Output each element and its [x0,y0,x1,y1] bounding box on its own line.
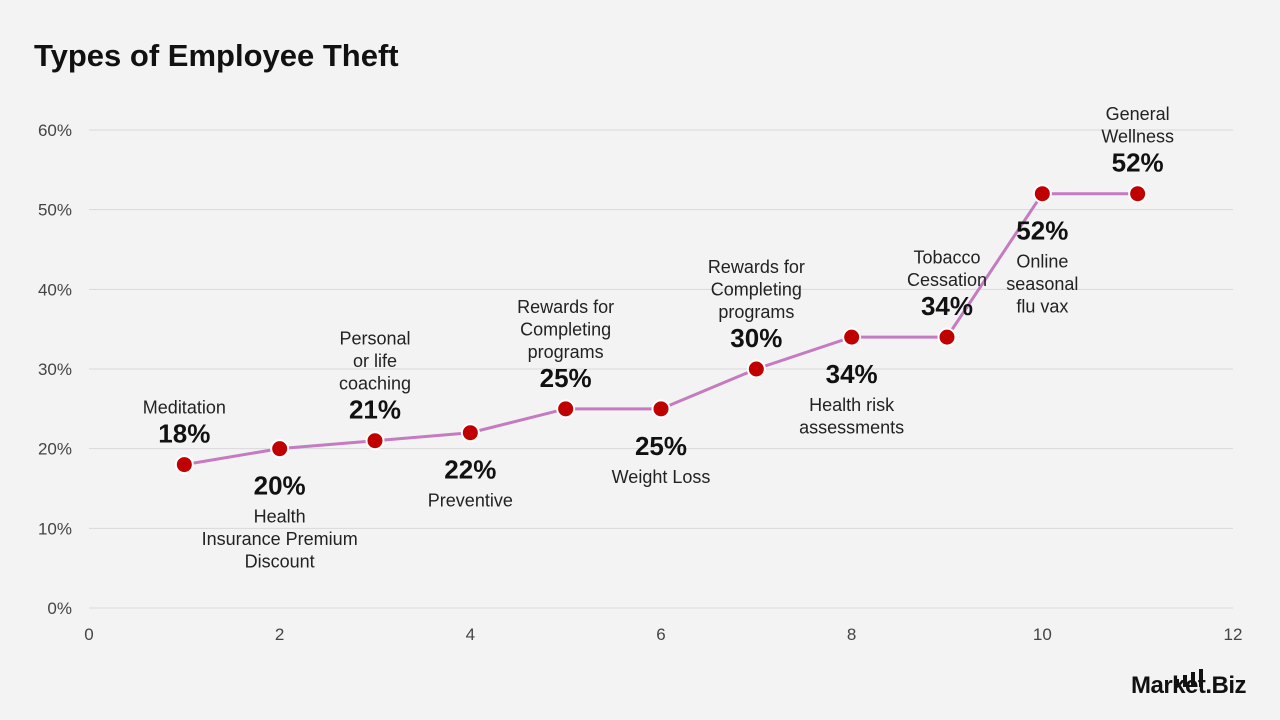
data-category-label: General Wellness [1101,104,1174,147]
data-label: 18%Meditation [143,398,226,449]
data-point-marker [937,327,957,347]
x-tick-label: 6 [656,625,665,644]
data-value-label: 52% [1016,216,1068,246]
data-category-label: Rewards for Completing programs [517,297,614,362]
data-value-label: 34% [921,291,973,321]
data-labels: 18%Meditation 20% Health Insurance Premium D… [143,104,1174,571]
data-label: 52% Online seasonal flu vax [1006,216,1078,317]
data-value-label: 52% [1112,148,1164,178]
x-tick-label: 0 [84,625,93,644]
y-tick-label: 50% [38,201,72,220]
data-markers [174,184,1148,475]
data-point-marker [174,455,194,475]
data-value-label: 18% [158,419,210,449]
data-point-marker [365,431,385,451]
chart-title: Types of Employee Theft [34,38,399,73]
x-axis-ticks: 0 2 4 6 8 10 12 [84,625,1242,644]
market-biz-logo: Market.Biz [1131,672,1247,699]
data-category-label: Personal or life coaching [339,329,411,394]
series-line [184,192,1138,467]
data-value-label: 34% [826,359,878,389]
data-point-marker [746,359,766,379]
data-value-label: 20% [254,471,306,501]
data-point-marker [270,439,290,459]
data-point-marker [1032,184,1052,204]
data-value-label: 30% [730,323,782,353]
data-category-label: Meditation [143,398,226,418]
data-category-label: Tobacco Cessation [907,248,987,291]
data-label: 21%Personal or life coaching [339,329,411,425]
x-tick-label: 10 [1033,625,1052,644]
data-label: 22% Preventive [428,455,513,511]
data-category-label: Weight Loss [612,467,711,487]
x-tick-label: 8 [847,625,856,644]
data-point-marker [651,399,671,419]
data-category-label: Health Insurance Premium Discount [202,507,358,572]
data-category-label: Online seasonal flu vax [1006,252,1078,317]
data-label: 34% Health risk assessments [799,359,904,438]
data-point-marker [556,399,576,419]
data-point-marker [842,327,862,347]
x-tick-label: 2 [275,625,284,644]
data-label: 25%Rewards for Completing programs [517,297,614,393]
y-tick-label: 20% [38,440,72,459]
data-label: 25% Weight Loss [612,431,711,487]
y-axis-ticks: 0% 10% 20% 30% 40% 50% 60% [38,121,72,618]
y-tick-label: 30% [38,360,72,379]
x-tick-label: 12 [1224,625,1243,644]
y-tick-label: 0% [47,599,72,618]
data-label: 52%General Wellness [1101,104,1174,178]
data-category-label: Rewards for Completing programs [708,257,805,322]
data-value-label: 22% [444,455,496,485]
data-point-marker [1128,184,1148,204]
y-tick-label: 40% [38,280,72,299]
y-tick-label: 10% [38,519,72,538]
data-category-label: Preventive [428,491,513,511]
data-label: 34%Tobacco Cessation [907,248,987,322]
logo-bars-icon [1175,669,1203,687]
data-point-marker [460,423,480,443]
data-value-label: 25% [635,431,687,461]
data-category-label: Health risk assessments [799,395,904,438]
data-value-label: 21% [349,395,401,425]
x-tick-label: 4 [466,625,475,644]
data-label: 30%Rewards for Completing programs [708,257,805,353]
data-value-label: 25% [540,363,592,393]
y-tick-label: 60% [38,121,72,140]
data-label: 20% Health Insurance Premium Discount [202,471,358,572]
